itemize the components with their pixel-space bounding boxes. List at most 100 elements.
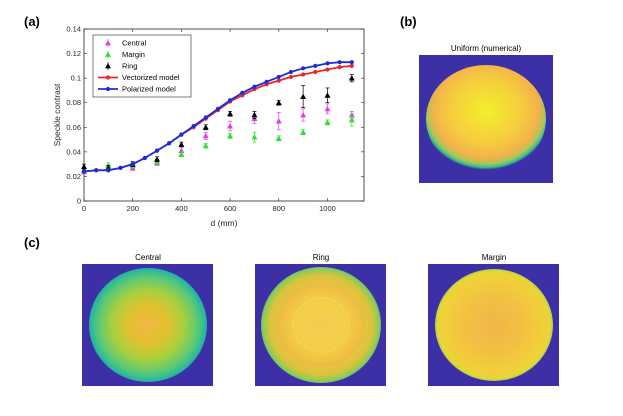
margin-marker	[348, 116, 355, 123]
margin-image: Margin	[428, 253, 559, 386]
x-axis-label: d (mm)	[211, 218, 238, 228]
uniform-numerical-image: Uniform (numerical)	[419, 44, 553, 183]
ring-core-band	[292, 297, 350, 353]
central-image-title: Central	[135, 253, 161, 262]
polarized-model-point	[288, 69, 294, 75]
polarized-model-point	[301, 66, 306, 71]
polarized-model-point	[240, 90, 245, 95]
polarized-model-point	[337, 60, 342, 65]
polarized-model-point	[130, 162, 135, 167]
legend-swatch-marker	[105, 75, 111, 80]
vectorized-model-point	[301, 72, 306, 77]
x-tick-label: 0	[82, 204, 86, 213]
polarized-model-point	[154, 148, 160, 153]
legend-item-margin: Margin	[105, 50, 145, 59]
y-tick-label: 0.06	[66, 123, 81, 132]
margin-marker	[202, 142, 209, 149]
y-tick-label: 0.1	[71, 74, 81, 83]
x-tick-label: 600	[224, 204, 237, 213]
legend-label: Vectorized model	[122, 73, 180, 82]
polarized-model-point	[94, 168, 99, 173]
legend: Central Margin Ring Vectorized model Polariz…	[92, 34, 192, 98]
ring-marker	[348, 75, 355, 81]
central-marker	[324, 105, 331, 112]
margin-image-title: Margin	[482, 253, 506, 262]
margin-marker	[227, 132, 234, 139]
ring-marker	[81, 163, 87, 169]
x-axis-ticks: 0 200 400 600 800 1000	[82, 29, 336, 213]
polarized-model-point	[349, 60, 354, 65]
legend-item-ring: Ring	[105, 62, 137, 71]
central-marker	[300, 112, 307, 118]
polarized-model-point	[81, 169, 87, 174]
polarized-model-point	[313, 63, 318, 68]
x-tick-label: 400	[175, 204, 188, 213]
vectorized-model-point	[288, 74, 294, 80]
speckle-contrast-chart: 0 0.02 0.04 0.06 0.08 0.1 0.12 0.14 0 200 400 600 8…	[52, 25, 365, 228]
y-tick-label: 0.04	[66, 147, 81, 156]
panel-c-label: (c)	[24, 235, 40, 250]
ring-marker	[154, 156, 161, 162]
y-axis-label: Speckle contrast	[52, 83, 62, 146]
ring-marker	[275, 99, 282, 106]
y-tick-label: 0.14	[66, 25, 81, 34]
y-tick-label: 0	[77, 197, 81, 206]
margin-marker	[251, 134, 258, 140]
central-disc	[89, 268, 207, 382]
vectorized-model-point	[349, 63, 354, 68]
uniform-image-title: Uniform (numerical)	[451, 44, 522, 53]
legend-item-central: Central	[105, 39, 147, 48]
vectorized-model-point	[337, 64, 342, 70]
polarized-model-point	[142, 155, 147, 161]
ring-image: Ring	[255, 253, 386, 386]
legend-swatch-marker	[105, 86, 111, 92]
polarized-model-point	[106, 168, 111, 173]
polarized-model-point	[252, 84, 257, 89]
central-marker	[202, 132, 209, 139]
ring-marker	[227, 110, 234, 117]
ring-marker	[324, 92, 331, 98]
polarized-model-point	[167, 141, 172, 146]
legend-label: Central	[122, 39, 147, 48]
central-image: Central	[82, 253, 213, 386]
margin-marker	[300, 129, 307, 135]
margin-marker	[178, 151, 185, 157]
series-polarized-model	[81, 60, 354, 174]
central-marker	[227, 123, 234, 129]
central-marker	[275, 118, 282, 124]
ring-image-title: Ring	[313, 253, 329, 262]
ring-marker	[178, 141, 185, 147]
legend-label: Ring	[122, 62, 137, 71]
polarized-model-point	[264, 79, 269, 84]
margin-marker	[324, 119, 331, 125]
legend-swatch-marker	[105, 51, 111, 57]
vectorized-model-point	[276, 78, 281, 83]
legend-swatch-marker	[105, 63, 111, 69]
ring-marker	[300, 93, 307, 99]
polarized-model-point	[118, 165, 123, 170]
legend-swatch-marker	[105, 40, 111, 46]
legend-item-vectorized-model: Vectorized model	[98, 73, 180, 82]
polarized-model-point	[276, 74, 281, 80]
vectorized-model-point	[313, 69, 318, 75]
legend-item-polarized-model: Polarized model	[98, 85, 176, 94]
ring-inner-band	[277, 283, 365, 367]
ring-marker	[251, 112, 258, 118]
y-tick-label: 0.12	[66, 49, 81, 58]
y-axis-ticks: 0 0.02 0.04 0.06 0.08 0.1 0.12 0.14	[66, 25, 364, 206]
legend-label: Polarized model	[122, 85, 176, 94]
legend-label: Margin	[122, 50, 145, 59]
x-tick-label: 1000	[319, 204, 336, 213]
vectorized-model-point	[325, 67, 330, 72]
y-tick-label: 0.08	[66, 98, 81, 107]
polarized-model-point	[325, 61, 330, 66]
polarized-model-point	[179, 132, 184, 137]
uniform-disc	[426, 65, 546, 173]
x-tick-label: 800	[273, 204, 286, 213]
polarized-model-point	[191, 123, 196, 129]
panel-b-label: (b)	[400, 14, 417, 29]
x-tick-label: 200	[126, 204, 139, 213]
ring-marker	[202, 124, 209, 130]
y-tick-label: 0.02	[66, 172, 81, 181]
